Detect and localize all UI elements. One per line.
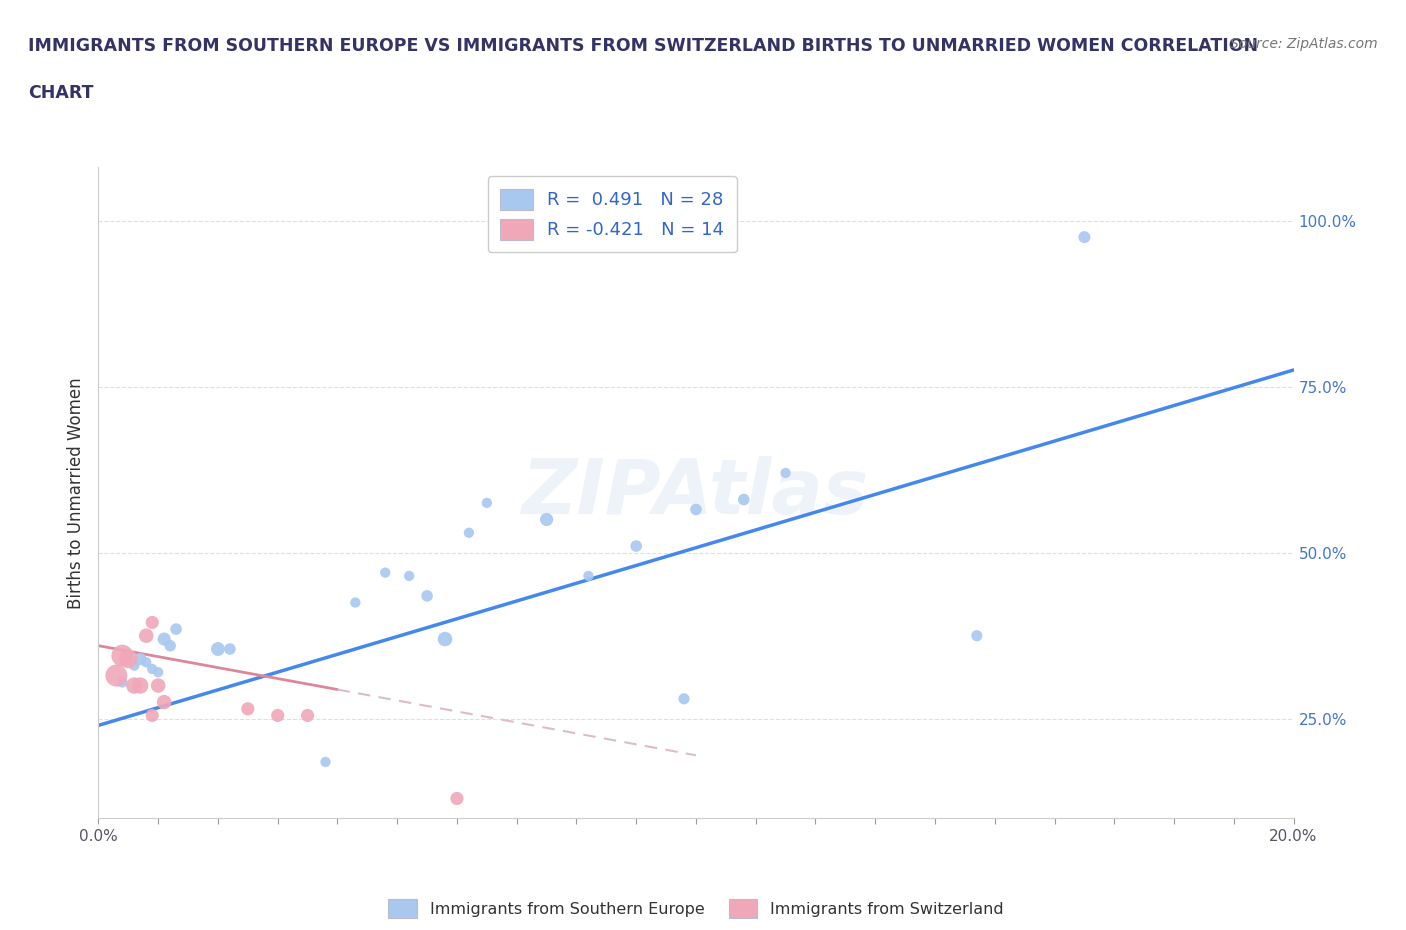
Point	[148, 678, 170, 693]
Point	[159, 638, 181, 653]
Point	[297, 708, 319, 723]
Point	[673, 691, 696, 706]
Point	[129, 652, 152, 667]
Point	[117, 652, 139, 667]
Point	[124, 678, 146, 693]
Point	[129, 678, 152, 693]
Point	[434, 631, 457, 646]
Point	[416, 589, 439, 604]
Point	[141, 615, 163, 630]
Point	[578, 568, 600, 583]
Point	[236, 701, 259, 716]
Point	[685, 502, 707, 517]
Point	[267, 708, 290, 723]
Point	[315, 754, 337, 769]
Point	[374, 565, 396, 580]
Point	[111, 675, 134, 690]
Point	[207, 642, 229, 657]
Point	[141, 708, 163, 723]
Point	[536, 512, 558, 527]
Point	[219, 642, 242, 657]
Point	[135, 629, 157, 644]
Point	[153, 631, 176, 646]
Point	[775, 466, 797, 481]
Point	[446, 791, 468, 806]
Point	[165, 621, 187, 636]
Point	[141, 661, 163, 676]
Text: IMMIGRANTS FROM SOUTHERN EUROPE VS IMMIGRANTS FROM SWITZERLAND BIRTHS TO UNMARRI: IMMIGRANTS FROM SOUTHERN EUROPE VS IMMIG…	[28, 37, 1258, 55]
Point	[398, 568, 420, 583]
Point	[733, 492, 755, 507]
Point	[475, 496, 498, 511]
Text: ZIPAtlas: ZIPAtlas	[522, 456, 870, 530]
Text: Source: ZipAtlas.com: Source: ZipAtlas.com	[1230, 37, 1378, 51]
Text: CHART: CHART	[28, 84, 94, 101]
Point	[111, 648, 134, 663]
Point	[458, 525, 481, 540]
Legend: Immigrants from Southern Europe, Immigrants from Switzerland: Immigrants from Southern Europe, Immigra…	[380, 892, 1012, 926]
Point	[624, 538, 647, 553]
Point	[124, 658, 146, 673]
Point	[344, 595, 367, 610]
Point	[1073, 230, 1095, 245]
Point	[966, 629, 988, 644]
Y-axis label: Births to Unmarried Women: Births to Unmarried Women	[66, 377, 84, 609]
Point	[105, 668, 128, 683]
Point	[135, 655, 157, 670]
Point	[148, 665, 170, 680]
Point	[153, 695, 176, 710]
